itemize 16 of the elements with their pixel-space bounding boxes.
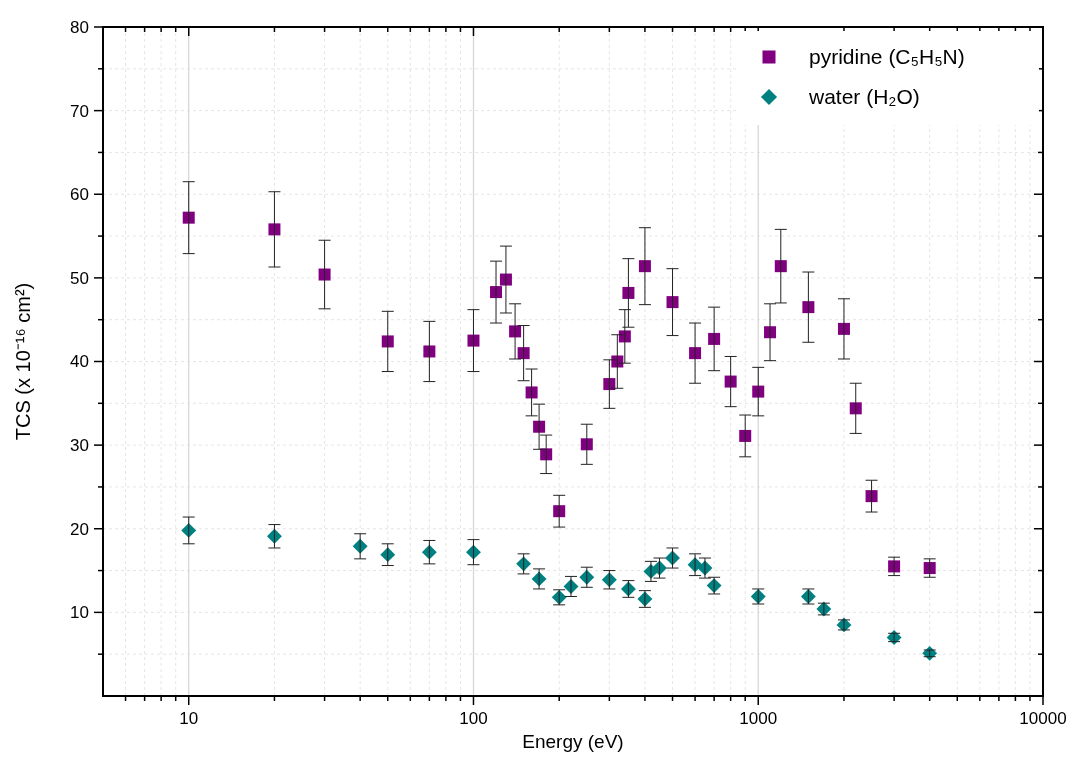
y-tick-label: 60 [70,185,89,205]
legend-label: water (H₂O) [808,85,920,109]
y-axis-title: TCS (x 10⁻¹⁶ cm²) [12,282,34,441]
y-tick-label: 80 [70,17,89,37]
y-tick-label: 70 [70,101,89,121]
y-tick-label: 50 [70,268,89,288]
y-tick-label: 20 [70,519,89,539]
x-tick-label: 1000 [739,709,778,728]
x-tick-label: 10 [179,709,199,728]
y-tick-label: 40 [70,352,89,372]
y-tick-label: 10 [70,603,89,623]
x-axis-title: Energy (eV) [522,731,624,752]
y-tick-label: 30 [70,436,89,456]
legend-label: pyridine (C₅H₅N) [809,45,965,69]
x-tick-label: 100 [459,709,488,728]
x-tick-label: 10000 [1019,709,1067,728]
